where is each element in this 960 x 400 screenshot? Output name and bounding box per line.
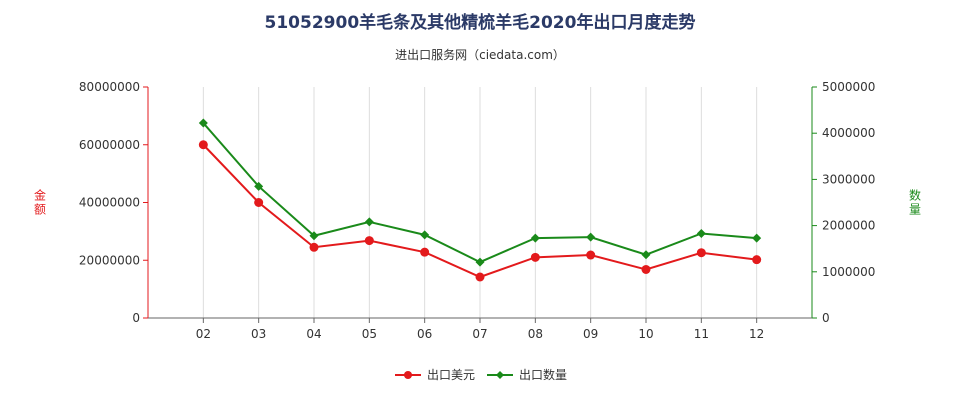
x-tick-label: 05 [362, 327, 377, 341]
x-tick-label: 07 [472, 327, 487, 341]
y-tick-label-right: 3000000 [822, 172, 875, 186]
data-point [586, 250, 596, 260]
chart-title: 51052900羊毛条及其他精梳羊毛2020年出口月度走势 [264, 13, 696, 33]
data-point [696, 248, 706, 258]
x-tick-label: 10 [638, 327, 653, 341]
y-axis-label-right: 量 [909, 203, 921, 217]
data-point [420, 247, 430, 257]
data-point [198, 118, 208, 128]
legend-marker [404, 371, 412, 379]
legend-label: 出口美元 [427, 368, 475, 382]
x-tick-label: 12 [749, 327, 764, 341]
data-point [254, 198, 264, 207]
y-tick-label-left: 0 [132, 311, 140, 325]
data-point [641, 250, 651, 260]
data-point [254, 181, 264, 191]
data-point [420, 230, 430, 240]
y-axis-label-right: 数 [909, 188, 921, 203]
data-point [364, 236, 374, 246]
legend-label: 出口数量 [519, 367, 567, 382]
data-point [752, 255, 762, 265]
y-tick-label-left: 40000000 [79, 196, 140, 210]
x-tick-label: 11 [694, 327, 709, 341]
data-point [752, 233, 762, 243]
data-point [364, 217, 374, 227]
chart-subtitle: 进出口服务网（ciedata.com） [395, 48, 565, 62]
data-point [198, 140, 208, 150]
data-point [530, 233, 540, 243]
x-tick-label: 09 [583, 327, 598, 341]
data-point [530, 252, 540, 262]
x-tick-label: 08 [528, 327, 543, 341]
y-axis-label-left: 额 [34, 203, 46, 217]
y-tick-label-left: 20000000 [79, 253, 140, 267]
data-point [475, 272, 485, 282]
y-tick-label-left: 60000000 [79, 138, 140, 152]
data-point [475, 257, 485, 267]
data-point [586, 232, 596, 242]
y-axis-label-left: 金 [34, 188, 46, 203]
x-tick-label: 06 [417, 327, 432, 341]
y-tick-label-right: 4000000 [822, 126, 875, 140]
x-tick-label: 04 [306, 327, 321, 341]
data-point [309, 231, 319, 241]
data-point [309, 242, 319, 252]
data-point [641, 264, 651, 274]
y-tick-label-right: 5000000 [822, 80, 875, 94]
data-point [696, 228, 706, 238]
y-tick-label-right: 0 [822, 311, 830, 325]
x-tick-label: 03 [251, 327, 266, 341]
legend-marker [496, 371, 504, 379]
y-tick-label-right: 2000000 [822, 219, 875, 233]
y-tick-label-right: 1000000 [822, 265, 875, 279]
y-tick-label-left: 80000000 [79, 80, 140, 94]
x-tick-label: 02 [196, 327, 211, 341]
